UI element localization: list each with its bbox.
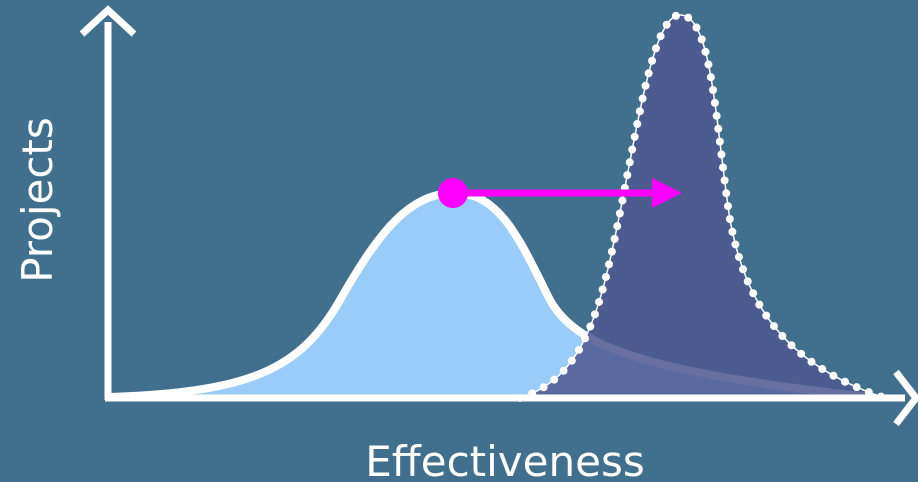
shift-arrow-start [438,178,468,208]
target-distribution-outline [519,14,883,399]
x-axis-arrow [893,369,918,427]
x-axis-label: Effectiveness [365,437,644,482]
current-distribution-fill [110,193,870,397]
y-axis-arrow [79,5,137,37]
y-axis-label: Projects [13,117,62,283]
target-distribution-fill [520,15,882,398]
shift-arrow-head [652,178,682,208]
